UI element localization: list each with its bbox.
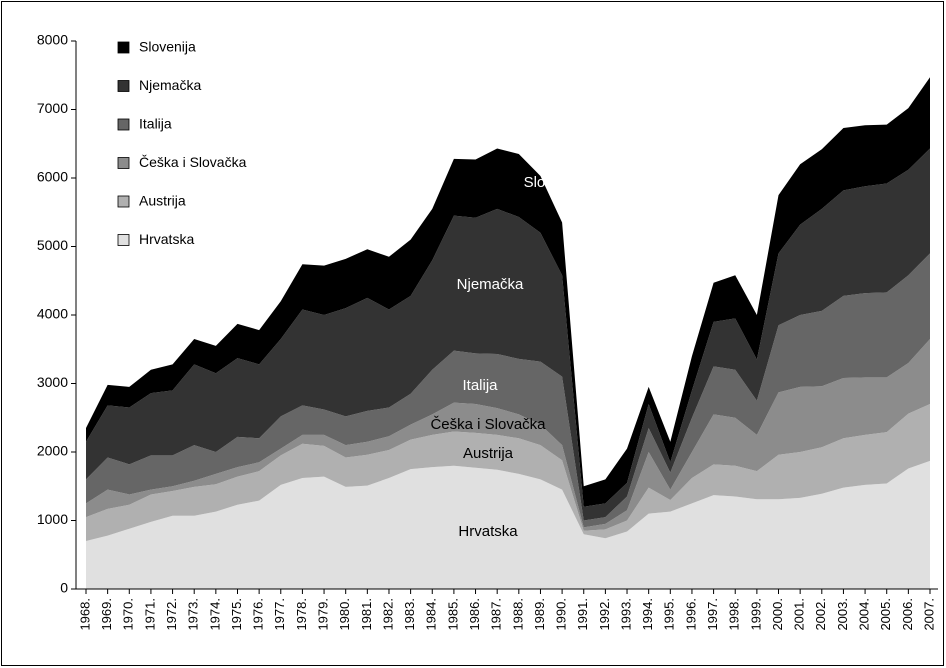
x-tick-label: 1969. xyxy=(99,598,114,631)
x-tick-label: 2002. xyxy=(813,598,828,631)
x-tick-label: 1985. xyxy=(445,598,460,631)
y-tick-label: 6000 xyxy=(37,169,68,185)
y-tick-label: 4000 xyxy=(37,306,68,322)
x-tick-label: 2004. xyxy=(857,598,872,631)
x-tick-label: 1988. xyxy=(510,598,525,631)
area xyxy=(86,338,930,531)
legend-label: Italija xyxy=(139,116,172,132)
x-tick-label: 2005. xyxy=(878,598,893,631)
labels: Slovenija Njemačka Italija Češka i Slovačka… xyxy=(117,39,586,540)
y-tick-label: 2000 xyxy=(37,443,68,459)
x-tick-label: 1982. xyxy=(380,598,395,631)
x-tick-label: 1996. xyxy=(683,598,698,631)
areas xyxy=(86,77,930,589)
legend-swatch xyxy=(117,80,130,92)
y-tick-label: 0 xyxy=(60,580,68,596)
legend-label: Austrija xyxy=(139,193,186,209)
legend-swatch xyxy=(117,118,130,131)
y-tick-label: 8000 xyxy=(37,32,68,48)
x-tick-label: 2000. xyxy=(770,598,785,631)
axes: 0 1000 2000 3000 4000 5000 6000 7000 8000 1968. 19… xyxy=(37,32,938,631)
y-tick-label: 1000 xyxy=(37,511,68,527)
area xyxy=(86,404,930,542)
x-tick-label: 1968. xyxy=(77,598,92,631)
area xyxy=(86,148,930,521)
area-label: Hrvatska xyxy=(458,523,518,540)
x-tick-label: 1981. xyxy=(359,598,374,631)
x-tick-label: 2007. xyxy=(921,598,936,631)
x-tick-label: 1987. xyxy=(489,598,504,631)
x-tick-label: 1973. xyxy=(186,598,201,631)
x-tick-label: 1995. xyxy=(662,598,677,631)
x-tick-label: 1983. xyxy=(402,598,417,631)
x-tick-label: 2001. xyxy=(792,598,807,631)
x-tick-label: 1989. xyxy=(532,598,547,631)
y-tick-label: 3000 xyxy=(37,374,68,390)
x-tick-label: 2006. xyxy=(900,598,915,631)
x-tick-label: 1977. xyxy=(272,598,287,631)
area-label: Austrija xyxy=(463,445,514,462)
area xyxy=(86,77,930,507)
x-tick-label: 1976. xyxy=(251,598,266,631)
x-tick-label: 1978. xyxy=(294,598,309,631)
x-tick-label: 1997. xyxy=(705,598,720,631)
legend-swatch xyxy=(117,157,130,169)
x-tick-label: 1970. xyxy=(121,598,136,631)
legend-swatch xyxy=(117,234,130,246)
x-tick-label: 1986. xyxy=(467,598,482,631)
x-tick-label: 1994. xyxy=(640,598,655,631)
legend-swatch xyxy=(117,195,130,208)
legend-label: Hrvatska xyxy=(139,231,194,247)
x-tick-label: 1975. xyxy=(229,598,244,631)
y-tick-label: 5000 xyxy=(37,237,68,253)
x-tick-label: 1998. xyxy=(727,598,742,631)
x-tick-label: 1972. xyxy=(164,598,179,631)
x-tick-label: 1971. xyxy=(142,598,157,631)
legend-label: Češka i Slovačka xyxy=(139,154,247,170)
legend-label: Slovenija xyxy=(139,39,196,55)
x-tick-label: 1991. xyxy=(575,598,590,631)
area-label: Njemačka xyxy=(457,276,524,293)
y-tick-label: 7000 xyxy=(37,100,68,116)
area-label: Češka i Slovačka xyxy=(430,416,546,433)
area-label: Italija xyxy=(462,377,498,394)
area xyxy=(86,460,930,589)
x-tick-label: 1999. xyxy=(748,598,763,631)
area-label: Slovenija xyxy=(524,174,586,191)
x-tick-label: 1992. xyxy=(597,598,612,631)
legend-label: Njemačka xyxy=(139,77,201,93)
x-tick-label: 1979. xyxy=(315,598,330,631)
x-tick-label: 1974. xyxy=(207,598,222,631)
x-tick-label: 1984. xyxy=(424,598,439,631)
x-tick-label: 1990. xyxy=(554,598,569,631)
area xyxy=(86,253,930,528)
x-tick-label: 2003. xyxy=(835,598,850,631)
x-tick-label: 1980. xyxy=(337,598,352,631)
legend-swatch xyxy=(117,41,130,54)
x-tick-label: 1993. xyxy=(618,598,633,631)
